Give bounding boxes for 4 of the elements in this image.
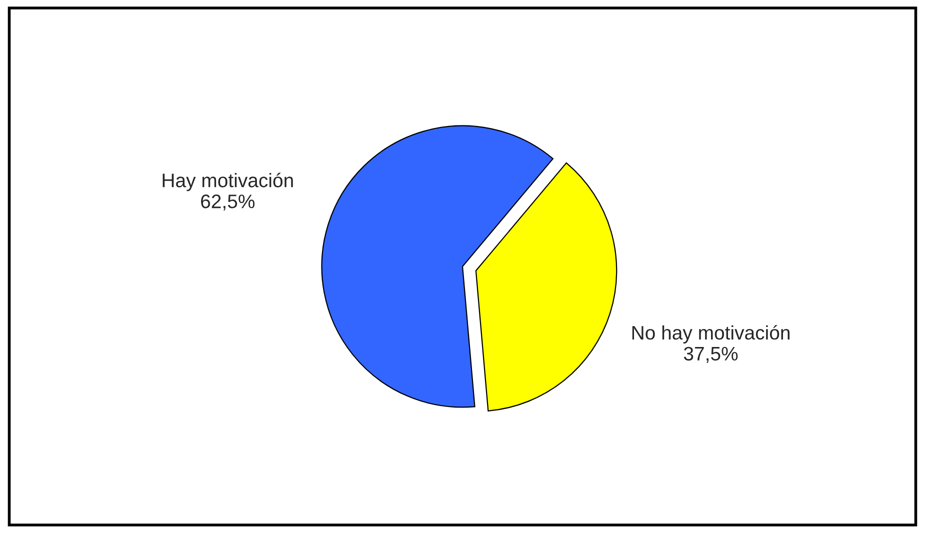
slice-label: Hay motivación: [162, 172, 293, 192]
data-label: 62,5%: [201, 194, 255, 211]
slice-label: No hay motivación: [632, 325, 790, 344]
data-label: 37,5%: [684, 346, 738, 363]
